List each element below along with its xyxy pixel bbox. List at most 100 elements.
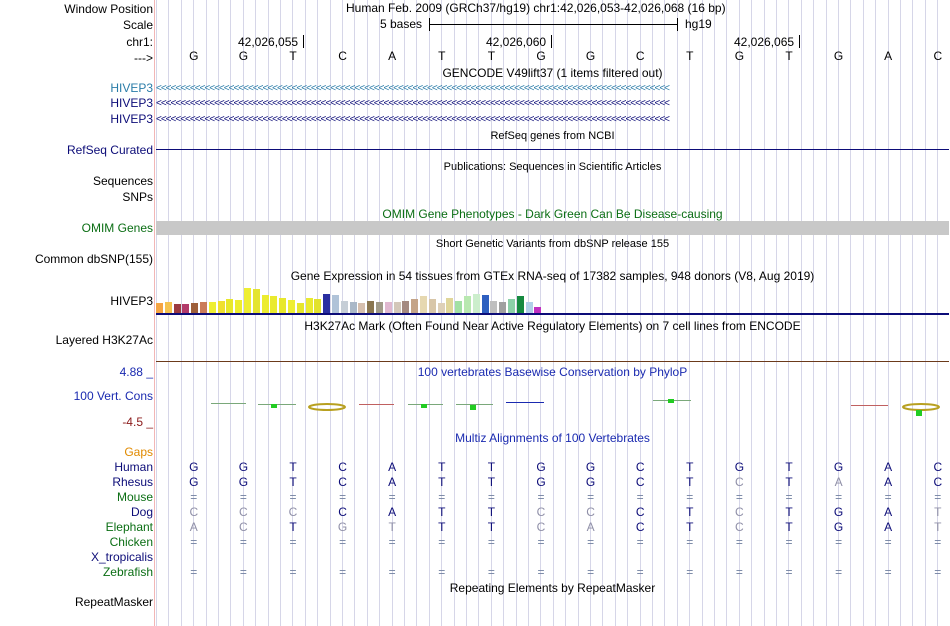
gtex-tissue-bar[interactable]: [340, 301, 348, 313]
multiz-aligned-base: T: [934, 505, 942, 519]
gtex-tissue-bar[interactable]: [464, 296, 471, 313]
gtex-tissue-bar[interactable]: [402, 301, 410, 313]
gtex-tissue-bar[interactable]: [244, 288, 251, 313]
gtex-tissue-bar[interactable]: [358, 303, 366, 313]
gtex-tissue-bar[interactable]: [481, 295, 489, 313]
gtex-tissue-bar[interactable]: [261, 295, 269, 313]
gencode-gene-label[interactable]: HIVEP3: [110, 96, 153, 110]
omim-gene-block[interactable]: [156, 221, 949, 235]
phylop-max-value: 4.88 _: [119, 365, 153, 379]
multiz-gaps-label[interactable]: Gaps: [124, 445, 153, 459]
scale-label: Scale: [122, 18, 153, 32]
multiz-aligned-base: C: [635, 520, 645, 534]
h3k27ac-track-title[interactable]: H3K27Ac Mark (Often Found Near Active Re…: [304, 319, 801, 333]
gtex-tissue-bar[interactable]: [182, 304, 190, 313]
publications-label-snps[interactable]: SNPs: [122, 190, 153, 204]
omim-track-title[interactable]: OMIM Gene Phenotypes - Dark Green Can Be…: [382, 207, 723, 221]
repeatmasker-track-label[interactable]: RepeatMasker: [74, 595, 153, 609]
dbsnp-track-label[interactable]: Common dbSNP(155): [34, 252, 153, 266]
gtex-tissue-bar[interactable]: [323, 294, 331, 313]
gtex-tissue-bar[interactable]: [349, 302, 357, 313]
publications-track-title[interactable]: Publications: Sequences in Scientific Ar…: [443, 161, 662, 173]
multiz-species-label[interactable]: Zebrafish: [102, 565, 153, 579]
multiz-aligned-base: G: [189, 460, 199, 474]
multiz-aligned-base: =: [785, 565, 793, 579]
gtex-tissue-bar[interactable]: [525, 302, 533, 313]
gencode-gene-label[interactable]: HIVEP3: [110, 112, 153, 126]
gtex-tissue-bar[interactable]: [376, 302, 383, 313]
gtex-tissue-bar[interactable]: [455, 301, 463, 313]
gtex-tissue-bar[interactable]: [384, 302, 392, 313]
gtex-tissue-bar[interactable]: [270, 296, 278, 313]
scale-bar: [429, 24, 678, 25]
gtex-tissue-bar[interactable]: [516, 296, 524, 313]
multiz-aligned-base: =: [587, 535, 595, 549]
gencode-gene-feature[interactable]: <<<<<<<<<<<<<<<<<<<<<<<<<<<<<<<<<<<<<<<<…: [156, 84, 670, 93]
gtex-tissue-bar[interactable]: [305, 298, 313, 313]
gtex-tissue-bar[interactable]: [332, 295, 339, 313]
refseq-track-title[interactable]: RefSeq genes from NCBI: [490, 130, 615, 142]
phylop-conservation-plot[interactable]: [156, 396, 949, 418]
gtex-tissue-bar[interactable]: [156, 303, 163, 313]
gencode-gene-feature[interactable]: <<<<<<<<<<<<<<<<<<<<<<<<<<<<<<<<<<<<<<<<…: [156, 115, 670, 124]
gtex-tissue-bar[interactable]: [164, 302, 172, 313]
gtex-tissue-bar[interactable]: [279, 298, 287, 313]
gencode-gene-label[interactable]: HIVEP3: [110, 81, 153, 95]
refseq-track-label[interactable]: RefSeq Curated: [66, 143, 153, 157]
gtex-track-title[interactable]: Gene Expression in 54 tissues from GTEx …: [290, 269, 815, 283]
multiz-aligned-base: =: [239, 490, 247, 504]
phylop-track-label[interactable]: 100 Vert. Cons: [73, 389, 153, 403]
gtex-tissue-bar[interactable]: [288, 300, 295, 313]
gtex-tissue-bar[interactable]: [217, 301, 225, 313]
gtex-tissue-bar[interactable]: [367, 301, 375, 313]
refseq-gene-line[interactable]: [156, 149, 949, 150]
phylop-mark: [916, 410, 922, 416]
dbsnp-track-title[interactable]: Short Genetic Variants from dbSNP releas…: [435, 238, 670, 250]
repeatmasker-track-title[interactable]: Repeating Elements by RepeatMasker: [449, 581, 656, 595]
gtex-tissue-bar[interactable]: [499, 302, 507, 313]
multiz-species-label[interactable]: Dog: [130, 505, 153, 519]
gtex-tissue-bar[interactable]: [508, 299, 515, 313]
gtex-tissue-bar[interactable]: [437, 303, 445, 313]
multiz-species-label[interactable]: Rhesus: [112, 475, 153, 489]
gtex-tissue-bar[interactable]: [393, 302, 401, 313]
gtex-tissue-bar[interactable]: [173, 304, 181, 313]
multiz-aligned-base: =: [735, 490, 743, 504]
gtex-tissue-bar[interactable]: [252, 289, 260, 313]
gtex-tissue-bar[interactable]: [208, 302, 216, 313]
multiz-aligned-base: T: [686, 505, 694, 519]
gencode-track-title[interactable]: GENCODE V49lift37 (1 items filtered out): [442, 66, 663, 80]
gtex-tissue-bar[interactable]: [534, 307, 542, 313]
gtex-tissue-bar[interactable]: [226, 299, 234, 313]
multiz-species-label[interactable]: Elephant: [105, 520, 153, 534]
multiz-aligned-base: C: [338, 475, 347, 489]
multiz-aligned-base: =: [537, 565, 545, 579]
phylop-track-title[interactable]: 100 vertebrates Basewise Conservation by…: [417, 365, 688, 379]
publications-label-sequences[interactable]: Sequences: [92, 174, 153, 188]
h3k27ac-signal-baseline[interactable]: [156, 361, 949, 362]
gtex-gene-line[interactable]: [156, 313, 949, 315]
gtex-tissue-bar[interactable]: [235, 300, 243, 313]
h3k27ac-track-label[interactable]: Layered H3K27Ac: [55, 333, 153, 347]
gtex-tissue-bar[interactable]: [191, 303, 199, 313]
gtex-tissue-bar[interactable]: [490, 301, 498, 313]
multiz-species-label[interactable]: Mouse: [116, 490, 153, 504]
gtex-tissue-bar[interactable]: [472, 294, 480, 313]
phylop-mark: [211, 403, 246, 404]
multiz-species-label[interactable]: Human: [114, 460, 153, 474]
gtex-tissue-bar[interactable]: [446, 298, 454, 313]
gtex-track-label[interactable]: HIVEP3: [110, 294, 153, 308]
multiz-species-label[interactable]: Chicken: [109, 535, 153, 549]
gtex-tissue-bar[interactable]: [296, 303, 304, 313]
gtex-tissue-bar[interactable]: [420, 296, 427, 313]
gencode-gene-feature[interactable]: <<<<<<<<<<<<<<<<<<<<<<<<<<<<<<<<<<<<<<<<…: [156, 99, 670, 108]
gtex-tissue-bar[interactable]: [428, 299, 436, 313]
multiz-species-label[interactable]: X_tropicalis: [90, 550, 153, 564]
position-tick-mark-1: [303, 35, 304, 48]
gtex-tissue-bar[interactable]: [200, 302, 207, 313]
gtex-tissue-bar[interactable]: [411, 299, 419, 313]
omim-track-label[interactable]: OMIM Genes: [81, 221, 153, 235]
gtex-tissue-bar[interactable]: [314, 299, 322, 313]
multiz-track-title[interactable]: Multiz Alignments of 100 Vertebrates: [455, 431, 650, 445]
